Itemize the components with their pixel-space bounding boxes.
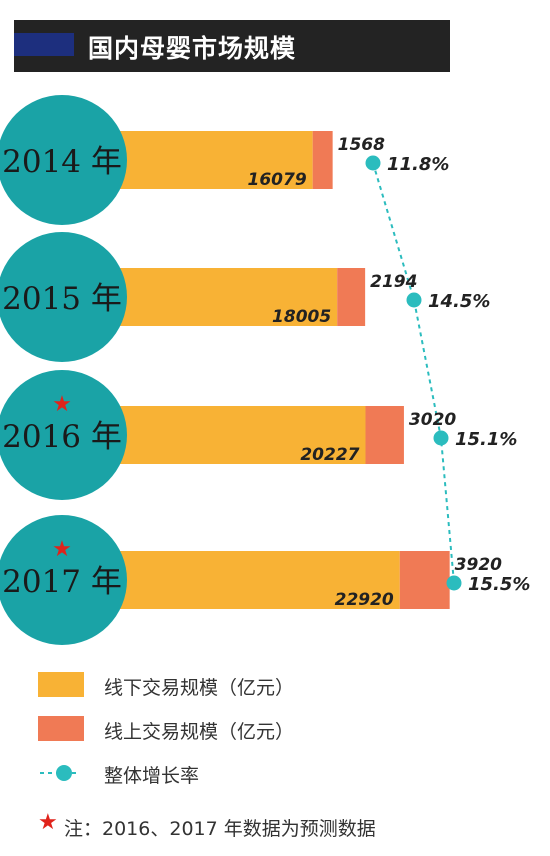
- online-value-label-0: 1568: [338, 135, 385, 155]
- bar-online-2: [365, 406, 404, 464]
- note-text: 注：2016、2017 年数据为预测数据: [64, 818, 376, 840]
- chart-title: 国内母婴市场规模: [88, 34, 297, 63]
- legend-growth-line-icon: [40, 765, 78, 781]
- legend-label-growth: 整体增长率: [104, 765, 200, 787]
- bar-offline-1: [108, 268, 338, 326]
- legend-label-offline: 线下交易规模（亿元）: [104, 677, 295, 699]
- legend-swatch-offline: [38, 672, 84, 697]
- legend-swatch-online: [38, 716, 84, 741]
- star-icon: ★: [38, 810, 58, 835]
- growth-dot-0: [365, 155, 381, 171]
- year-circle-0: [0, 95, 127, 225]
- bar-offline-2: [108, 406, 366, 464]
- year-label-1: 2015 年: [2, 281, 122, 317]
- forecast-star-icon-2: ★: [52, 392, 72, 417]
- online-value-label-1: 2194: [370, 272, 417, 292]
- title-bar: 国内母婴市场规模: [14, 20, 450, 72]
- bar-offline-3: [108, 551, 400, 609]
- online-value-label-3: 3920: [455, 555, 502, 575]
- offline-value-label-2: 20227: [300, 445, 359, 465]
- title-accent-bar: [14, 33, 74, 56]
- growth-rate-line: [372, 162, 455, 584]
- growth-dot-2: [433, 430, 449, 446]
- growth-label-3: 15.5%: [468, 574, 530, 595]
- bar-online-0: [312, 131, 333, 189]
- growth-dot-1: [406, 292, 422, 308]
- year-label-0: 2014 年: [2, 144, 122, 180]
- online-value-label-2: 3020: [409, 410, 456, 430]
- offline-value-label-0: 16079: [248, 170, 307, 190]
- year-label-3: 2017 年: [2, 564, 122, 600]
- growth-label-0: 11.8%: [387, 154, 449, 175]
- bar-offline-0: [108, 131, 313, 189]
- offline-value-label-1: 18005: [272, 307, 331, 327]
- bar-online-3: [399, 551, 450, 609]
- offline-value-label-3: 22920: [335, 590, 394, 610]
- year-circle-2: [0, 370, 127, 500]
- growth-label-2: 15.1%: [455, 429, 517, 450]
- forecast-star-icon-3: ★: [52, 537, 72, 562]
- growth-dot-3: [446, 575, 462, 591]
- year-circle-1: [0, 232, 127, 362]
- growth-label-1: 14.5%: [428, 291, 490, 312]
- bar-online-1: [337, 268, 366, 326]
- legend-label-online: 线上交易规模（亿元）: [104, 721, 295, 743]
- year-circle-3: [0, 515, 127, 645]
- year-label-2: 2016 年: [2, 419, 122, 455]
